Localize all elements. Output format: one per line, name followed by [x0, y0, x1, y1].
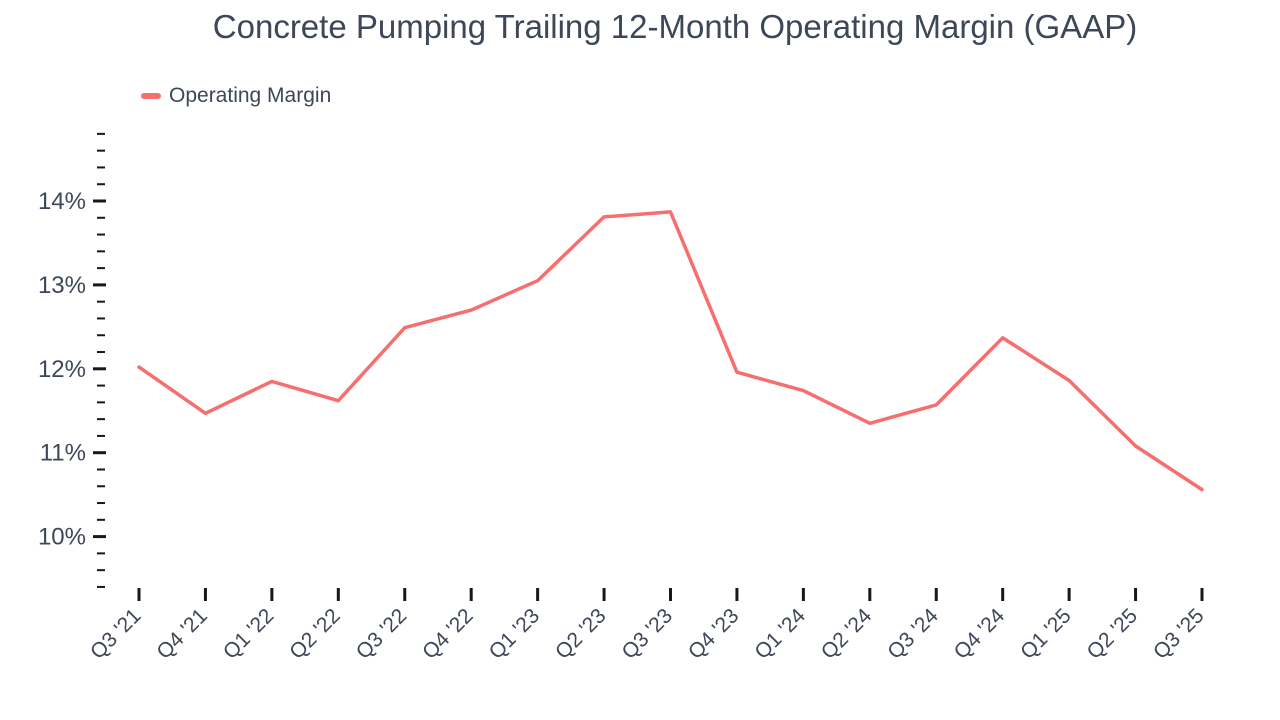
x-tick-label: Q4 '21	[152, 604, 212, 664]
x-tick-label: Q4 '23	[684, 604, 744, 664]
y-minor-tick	[97, 267, 105, 270]
x-tick	[270, 588, 274, 601]
y-major-tick	[93, 367, 106, 371]
y-major-tick	[93, 199, 106, 203]
y-minor-tick	[97, 502, 105, 505]
x-tick	[137, 588, 141, 601]
x-tick	[934, 588, 938, 601]
y-minor-tick	[97, 233, 105, 236]
y-tick-label: 12%	[38, 356, 86, 383]
x-tick	[1200, 588, 1204, 601]
y-minor-tick	[97, 384, 105, 387]
x-tick	[203, 588, 207, 601]
y-minor-tick	[97, 132, 105, 135]
y-minor-tick	[97, 485, 105, 488]
x-tick-label: Q2 '23	[551, 604, 611, 664]
y-minor-tick	[97, 149, 105, 152]
x-tick	[336, 588, 340, 601]
x-tick	[536, 588, 540, 601]
y-minor-tick	[97, 468, 105, 471]
x-tick-label: Q1 '25	[1016, 604, 1076, 664]
y-minor-tick	[97, 434, 105, 437]
y-minor-tick	[97, 401, 105, 404]
x-tick-label: Q3 '23	[617, 604, 677, 664]
x-tick	[1067, 588, 1071, 601]
x-tick	[735, 588, 739, 601]
x-tick-label: Q4 '22	[418, 604, 478, 664]
x-tick-label: Q2 '25	[1083, 604, 1143, 664]
y-minor-tick	[97, 300, 105, 303]
x-tick	[403, 588, 407, 601]
series-operating-margin	[137, 210, 1204, 492]
y-minor-tick	[97, 585, 105, 588]
y-major-tick	[93, 451, 106, 455]
y-tick-label: 11%	[40, 440, 86, 467]
x-tick-label: Q3 '25	[1149, 604, 1209, 664]
x-tick	[1134, 588, 1138, 601]
x-tick	[801, 588, 805, 601]
x-tick-label: Q3 '21	[86, 604, 146, 664]
y-minor-tick	[97, 334, 105, 337]
x-tick	[868, 588, 872, 601]
x-axis: Q3 '21 Q4 '21 Q1 '22 Q2 '22 Q3 '22 Q4 '22 Q1 '…	[86, 588, 1209, 664]
x-tick-label: Q3 '22	[352, 604, 412, 664]
x-tick-label: Q1 '23	[485, 604, 545, 664]
x-tick-label: Q1 '24	[750, 604, 810, 664]
legend-line-swatch	[141, 93, 161, 99]
y-minor-tick	[97, 552, 105, 555]
chart-title: Concrete Pumping Trailing 12-Month Opera…	[212, 8, 1138, 45]
y-minor-tick	[97, 418, 105, 421]
y-minor-tick	[97, 351, 105, 354]
y-minor-tick	[97, 317, 105, 320]
y-tick-label: 10%	[38, 524, 86, 551]
x-tick	[602, 588, 606, 601]
y-minor-tick	[97, 166, 105, 169]
y-minor-tick	[97, 183, 105, 186]
y-axis: 10% 11% 12% 13% 14%	[38, 132, 106, 588]
y-minor-tick	[97, 216, 105, 219]
y-major-tick	[93, 535, 106, 539]
x-tick-label: Q2 '24	[817, 604, 877, 664]
y-minor-tick	[97, 569, 105, 572]
y-tick-label: 13%	[38, 272, 86, 299]
legend-label: Operating Margin	[169, 84, 332, 107]
y-minor-tick	[97, 518, 105, 521]
y-minor-tick	[97, 250, 105, 253]
x-tick-label: Q2 '22	[285, 604, 345, 664]
x-tick-label: Q1 '22	[219, 604, 279, 664]
x-tick	[1001, 588, 1005, 601]
legend: Operating Margin	[141, 84, 331, 108]
x-tick-label: Q3 '24	[883, 604, 943, 664]
y-major-tick	[93, 283, 106, 287]
x-tick	[669, 588, 672, 601]
operating-margin-line	[137, 210, 1204, 492]
y-tick-label: 14%	[38, 188, 86, 215]
x-tick	[469, 588, 473, 601]
x-tick-label: Q4 '24	[950, 604, 1010, 664]
